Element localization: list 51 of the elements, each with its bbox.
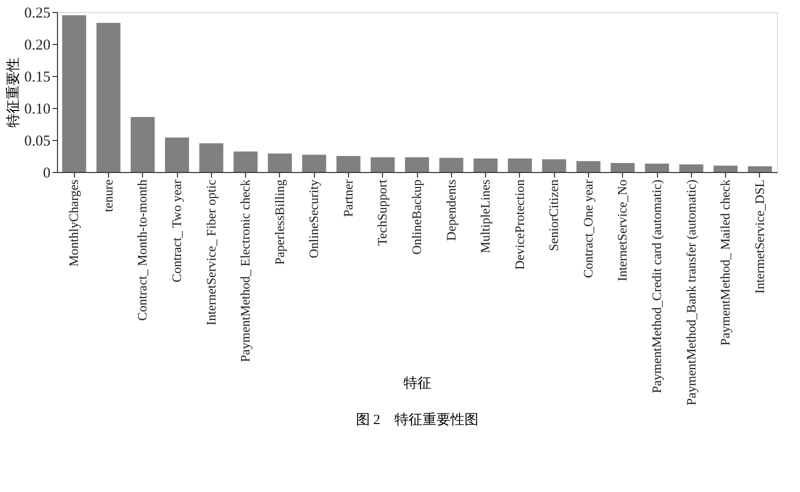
- bar: [302, 154, 326, 172]
- bar: [645, 164, 669, 172]
- x-tick-label: TechSupport: [374, 179, 390, 246]
- x-tick-label: Contract_ Two year: [169, 178, 184, 282]
- bar: [268, 153, 292, 172]
- x-tick-label: PaperlessBilling: [272, 179, 287, 265]
- x-tick-label: IntermetService_DSL: [752, 179, 767, 294]
- y-tick-label: 0.25: [24, 6, 50, 22]
- bar: [508, 158, 532, 172]
- x-tick-label: OnlineSecurity: [306, 179, 322, 258]
- y-tick-label: 0.15: [24, 70, 50, 86]
- x-tick-label: MultipleLines: [478, 180, 493, 254]
- bar: [748, 166, 772, 172]
- x-tick-label: PaymentMethod_Credit card (automatic): [649, 180, 664, 394]
- bar: [199, 143, 224, 172]
- x-tick-label: OnlineBackup: [409, 180, 424, 255]
- bar: [576, 161, 600, 172]
- x-tick-label: PaymentMethod_Bank transfer (automatic): [683, 180, 698, 406]
- bar: [165, 137, 189, 172]
- x-tick-label: PaymentMethod_ Electronic check: [238, 179, 253, 362]
- x-tick-label: Contract_ Month-to-month: [134, 179, 150, 321]
- x-tick-label: InternetService_ Fiber optic: [203, 179, 218, 326]
- bar: [336, 156, 360, 172]
- x-tick-label: MonthlyCharges: [66, 180, 82, 267]
- x-axis-title: 特征: [404, 376, 432, 392]
- y-tick-label: 0.05: [24, 134, 50, 150]
- x-tick-label: Dependents: [443, 180, 458, 241]
- x-tick-label: InternetService_No: [614, 180, 630, 282]
- caption: 图 2 特征重要性图: [356, 412, 478, 428]
- bar: [370, 157, 395, 172]
- y-tick-label: 0: [43, 166, 50, 182]
- x-tick-label: Partner: [340, 178, 356, 218]
- bar: [130, 116, 155, 172]
- x-tick-label: DeviceProtection: [512, 179, 527, 270]
- bar: [96, 22, 120, 172]
- x-tick-label: tenure: [100, 179, 116, 212]
- bar: [542, 159, 566, 172]
- y-tick-label: 0.10: [24, 102, 50, 118]
- bar: [439, 158, 464, 172]
- bar: [474, 158, 498, 172]
- bar: [62, 15, 86, 172]
- bar: [234, 152, 258, 172]
- y-tick-label: 0.20: [24, 38, 50, 54]
- x-tick-label: SeniorCitizen: [546, 179, 562, 251]
- bar: [610, 163, 635, 172]
- x-tick-label: Contract_One year: [580, 178, 596, 278]
- y-axis-title: 特征重要性: [5, 58, 22, 128]
- bar: [714, 166, 738, 172]
- bar: [679, 164, 704, 172]
- x-tick-label: PaymentMethod_ Mailed check: [718, 179, 733, 346]
- bar: [405, 157, 429, 172]
